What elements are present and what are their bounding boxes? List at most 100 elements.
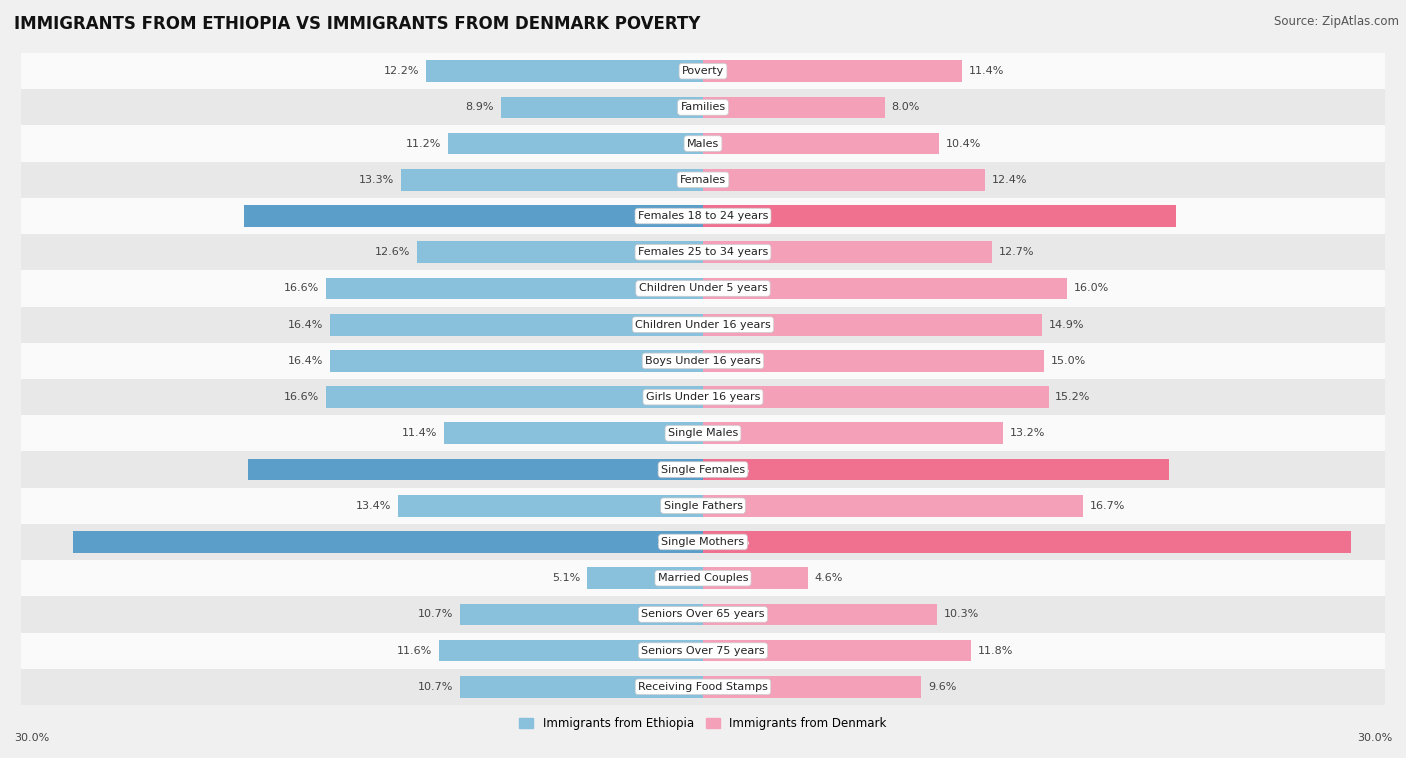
Text: Single Females: Single Females — [661, 465, 745, 475]
Text: 20.2%: 20.2% — [657, 211, 692, 221]
Bar — [21, 89, 1385, 126]
Text: 13.2%: 13.2% — [1010, 428, 1045, 438]
Text: 30.0%: 30.0% — [14, 733, 49, 743]
Text: IMMIGRANTS FROM ETHIOPIA VS IMMIGRANTS FROM DENMARK POVERTY: IMMIGRANTS FROM ETHIOPIA VS IMMIGRANTS F… — [14, 15, 700, 33]
Bar — [703, 61, 962, 82]
Bar — [21, 271, 1385, 306]
Bar — [326, 277, 703, 299]
Text: 20.8%: 20.8% — [714, 211, 749, 221]
Bar — [21, 53, 1385, 89]
Bar — [703, 387, 1049, 408]
Text: 16.7%: 16.7% — [1090, 501, 1125, 511]
Bar — [330, 314, 703, 336]
Text: 16.4%: 16.4% — [288, 320, 323, 330]
Text: 12.2%: 12.2% — [384, 66, 419, 76]
Bar — [703, 495, 1083, 517]
Bar — [460, 676, 703, 697]
Text: Boys Under 16 years: Boys Under 16 years — [645, 356, 761, 366]
Text: 28.5%: 28.5% — [714, 537, 749, 547]
Text: Females 25 to 34 years: Females 25 to 34 years — [638, 247, 768, 257]
Text: 13.3%: 13.3% — [359, 175, 394, 185]
Text: Families: Families — [681, 102, 725, 112]
Bar — [21, 234, 1385, 271]
Text: Females: Females — [681, 175, 725, 185]
Bar — [426, 61, 703, 82]
Bar — [703, 205, 1175, 227]
Text: 11.6%: 11.6% — [398, 646, 433, 656]
Text: Males: Males — [688, 139, 718, 149]
Text: 8.0%: 8.0% — [891, 102, 920, 112]
Bar — [21, 669, 1385, 705]
Bar — [501, 96, 703, 118]
Bar — [21, 487, 1385, 524]
Bar — [21, 161, 1385, 198]
Bar — [703, 603, 938, 625]
Bar — [21, 379, 1385, 415]
Bar — [73, 531, 703, 553]
Text: 12.4%: 12.4% — [991, 175, 1028, 185]
Legend: Immigrants from Ethiopia, Immigrants from Denmark: Immigrants from Ethiopia, Immigrants fro… — [515, 713, 891, 735]
Text: 12.7%: 12.7% — [998, 247, 1033, 257]
Text: 5.1%: 5.1% — [553, 573, 581, 583]
Bar — [703, 531, 1351, 553]
Text: Receiving Food Stamps: Receiving Food Stamps — [638, 682, 768, 692]
Bar — [703, 676, 921, 697]
Bar — [703, 133, 939, 155]
Text: 20.5%: 20.5% — [714, 465, 749, 475]
Text: 16.4%: 16.4% — [288, 356, 323, 366]
Text: 16.0%: 16.0% — [1074, 283, 1109, 293]
Bar — [703, 350, 1045, 371]
Bar — [398, 495, 703, 517]
Bar — [444, 422, 703, 444]
Bar — [703, 640, 972, 662]
Bar — [401, 169, 703, 191]
Bar — [249, 459, 703, 481]
Bar — [703, 422, 1002, 444]
Text: Single Males: Single Males — [668, 428, 738, 438]
Bar — [588, 567, 703, 589]
Text: 15.2%: 15.2% — [1056, 392, 1091, 402]
Bar — [243, 205, 703, 227]
Bar — [703, 169, 984, 191]
Bar — [330, 350, 703, 371]
Bar — [326, 387, 703, 408]
Text: 11.4%: 11.4% — [969, 66, 1004, 76]
Bar — [21, 452, 1385, 487]
Text: 10.3%: 10.3% — [943, 609, 979, 619]
Bar — [703, 241, 991, 263]
Text: 13.4%: 13.4% — [356, 501, 392, 511]
Text: Seniors Over 75 years: Seniors Over 75 years — [641, 646, 765, 656]
Bar — [21, 415, 1385, 452]
Text: 20.0%: 20.0% — [657, 465, 692, 475]
Text: 12.6%: 12.6% — [374, 247, 409, 257]
Text: Females 18 to 24 years: Females 18 to 24 years — [638, 211, 768, 221]
Bar — [703, 567, 807, 589]
Text: Single Mothers: Single Mothers — [661, 537, 745, 547]
Bar — [21, 560, 1385, 597]
Bar — [703, 96, 884, 118]
Bar — [21, 632, 1385, 669]
Bar — [703, 459, 1168, 481]
Text: Seniors Over 65 years: Seniors Over 65 years — [641, 609, 765, 619]
Text: 10.7%: 10.7% — [418, 682, 453, 692]
Bar — [439, 640, 703, 662]
Bar — [21, 597, 1385, 632]
Bar — [703, 314, 1042, 336]
Text: Married Couples: Married Couples — [658, 573, 748, 583]
Text: 11.8%: 11.8% — [979, 646, 1014, 656]
Bar — [21, 126, 1385, 161]
Text: Single Fathers: Single Fathers — [664, 501, 742, 511]
Text: 9.6%: 9.6% — [928, 682, 956, 692]
Text: 14.9%: 14.9% — [1049, 320, 1084, 330]
Text: Source: ZipAtlas.com: Source: ZipAtlas.com — [1274, 15, 1399, 28]
Bar — [21, 343, 1385, 379]
Text: 10.4%: 10.4% — [946, 139, 981, 149]
Text: Children Under 16 years: Children Under 16 years — [636, 320, 770, 330]
Bar — [703, 277, 1067, 299]
Text: 27.7%: 27.7% — [657, 537, 692, 547]
Text: Children Under 5 years: Children Under 5 years — [638, 283, 768, 293]
Text: 11.2%: 11.2% — [406, 139, 441, 149]
Text: 4.6%: 4.6% — [814, 573, 842, 583]
Text: 30.0%: 30.0% — [1357, 733, 1392, 743]
Bar — [21, 524, 1385, 560]
